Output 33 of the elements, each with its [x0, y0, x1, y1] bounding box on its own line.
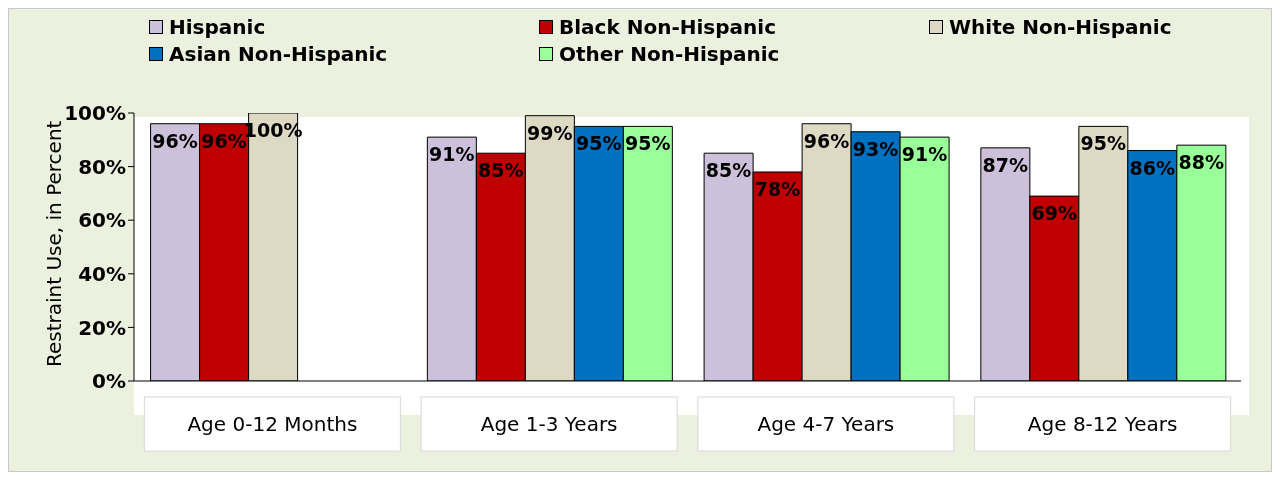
- legend-label: Hispanic: [169, 14, 266, 39]
- data-label: 96%: [803, 129, 850, 152]
- data-label: 96%: [201, 129, 247, 152]
- legend-label: Asian Non-Hispanic: [169, 41, 388, 66]
- data-label: 93%: [852, 137, 899, 160]
- x-tick-label: Age 8-12 Years: [1027, 412, 1178, 436]
- data-label: 95%: [1080, 132, 1127, 155]
- y-axis-title: Restraint Use, in Percent: [42, 120, 67, 367]
- data-label: 88%: [1178, 151, 1225, 174]
- y-tick-label: 80%: [78, 154, 126, 179]
- data-label: 96%: [152, 129, 198, 152]
- data-label: 78%: [754, 177, 801, 200]
- y-tick-label: 60%: [78, 208, 126, 233]
- y-tick-label: 40%: [78, 261, 126, 286]
- legend-label: Other Non-Hispanic: [559, 41, 780, 66]
- data-label: 91%: [429, 143, 475, 166]
- y-tick-label: 100%: [64, 101, 126, 126]
- data-label: 69%: [1031, 202, 1078, 225]
- data-label: 95%: [576, 132, 622, 155]
- data-label: 85%: [478, 159, 524, 182]
- data-label: 99%: [527, 121, 573, 144]
- y-tick-label: 0%: [92, 369, 126, 394]
- x-tick-label: Age 0-12 Months: [187, 412, 358, 436]
- x-tick-label: Age 4-7 Years: [757, 412, 895, 436]
- data-label: 95%: [625, 132, 671, 155]
- legend-label: Black Non-Hispanic: [559, 14, 776, 39]
- data-label: 85%: [705, 159, 752, 182]
- y-tick-label: 20%: [78, 315, 126, 340]
- legend-label: White Non-Hispanic: [949, 14, 1172, 39]
- data-label: 87%: [982, 153, 1029, 176]
- x-tick-label: Age 1-3 Years: [480, 412, 618, 436]
- data-label: 86%: [1129, 156, 1176, 179]
- data-label: 91%: [901, 143, 948, 166]
